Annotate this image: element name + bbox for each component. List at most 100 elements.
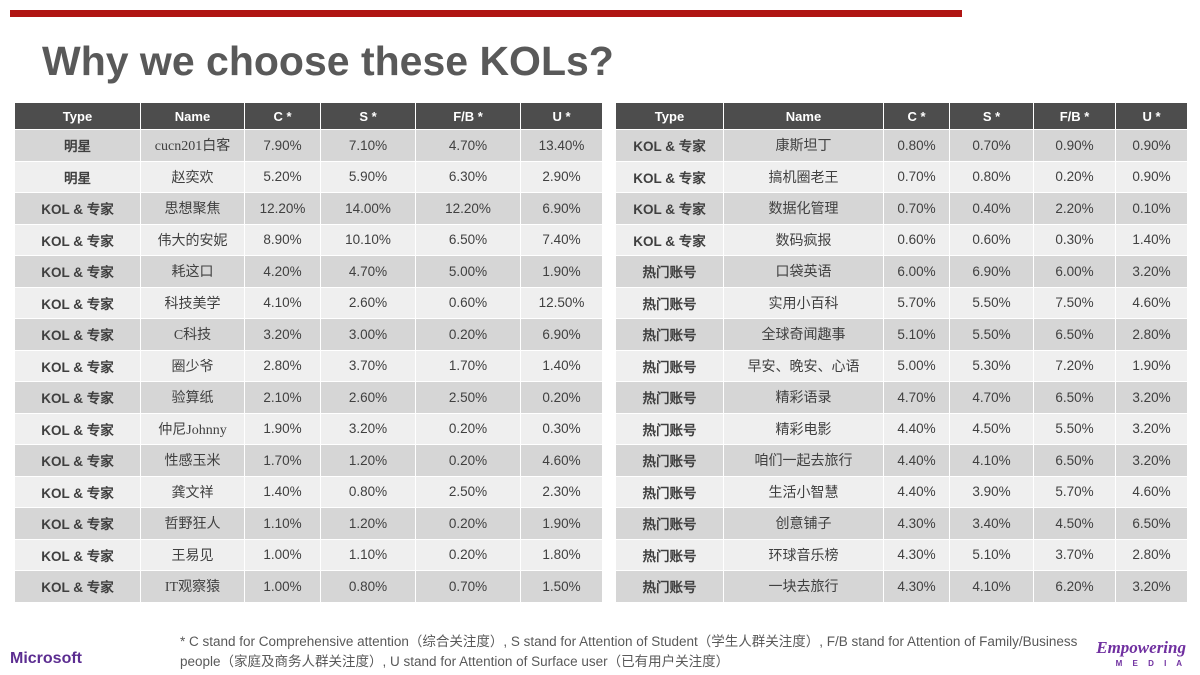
name-cell: 一块去旅行	[723, 570, 884, 603]
value-cell: 1.40%	[244, 475, 321, 508]
type-cell: 热门账号	[615, 412, 724, 445]
value-cell: 4.20%	[244, 255, 321, 288]
type-cell: KOL & 专家	[14, 538, 141, 571]
value-cell: 1.90%	[1115, 349, 1188, 382]
value-cell: 2.90%	[520, 160, 603, 193]
table-row: KOL & 专家 仲尼Johnny 1.90% 3.20% 0.20% 0.30%	[14, 412, 603, 445]
header-cell: Type	[615, 102, 724, 130]
type-cell: KOL & 专家	[14, 286, 141, 319]
name-cell: 耗这口	[140, 255, 245, 288]
kol-table-left: Type Name C * S * F/B * U * 明星 cucn201白客 7.90% 7…	[14, 102, 603, 603]
value-cell: 0.70%	[883, 160, 950, 193]
value-cell: 2.50%	[415, 381, 521, 414]
value-cell: 4.10%	[949, 444, 1034, 477]
type-cell: 热门账号	[615, 318, 724, 351]
type-cell: KOL & 专家	[14, 318, 141, 351]
value-cell: 2.20%	[1033, 192, 1116, 225]
accent-top-bar	[10, 10, 962, 17]
empowering-media-logo: Empowering M E D I A	[1096, 638, 1186, 668]
type-cell: KOL & 专家	[14, 192, 141, 225]
value-cell: 0.60%	[883, 223, 950, 256]
value-cell: 6.90%	[520, 318, 603, 351]
value-cell: 0.30%	[1033, 223, 1116, 256]
header-cell: C *	[883, 102, 950, 130]
type-cell: 明星	[14, 129, 141, 162]
table-row: 热门账号 环球音乐榜 4.30% 5.10% 3.70% 2.80%	[615, 538, 1188, 571]
value-cell: 6.50%	[1115, 507, 1188, 540]
value-cell: 3.00%	[320, 318, 416, 351]
name-cell: 口袋英语	[723, 255, 884, 288]
table-row: 明星 赵奕欢 5.20% 5.90% 6.30% 2.90%	[14, 160, 603, 193]
value-cell: 2.50%	[415, 475, 521, 508]
table-row: 热门账号 早安、晚安、心语 5.00% 5.30% 7.20% 1.90%	[615, 349, 1188, 382]
value-cell: 2.80%	[1115, 538, 1188, 571]
empowering-wordmark: Empowering	[1096, 638, 1186, 657]
header-cell: S *	[949, 102, 1034, 130]
header-cell: Name	[723, 102, 884, 130]
value-cell: 5.00%	[415, 255, 521, 288]
table-row: 热门账号 一块去旅行 4.30% 4.10% 6.20% 3.20%	[615, 570, 1188, 603]
value-cell: 5.10%	[949, 538, 1034, 571]
value-cell: 4.10%	[949, 570, 1034, 603]
value-cell: 0.70%	[415, 570, 521, 603]
value-cell: 4.70%	[949, 381, 1034, 414]
type-cell: 热门账号	[615, 475, 724, 508]
value-cell: 7.40%	[520, 223, 603, 256]
value-cell: 3.70%	[1033, 538, 1116, 571]
value-cell: 6.50%	[1033, 444, 1116, 477]
name-cell: 性感玉米	[140, 444, 245, 477]
table-row: 热门账号 生活小智慧 4.40% 3.90% 5.70% 4.60%	[615, 475, 1188, 508]
kol-table-right: Type Name C * S * F/B * U * KOL & 专家 康斯坦丁 0.80%…	[615, 102, 1188, 603]
type-cell: 明星	[14, 160, 141, 193]
value-cell: 12.20%	[415, 192, 521, 225]
value-cell: 2.80%	[1115, 318, 1188, 351]
name-cell: 全球奇闻趣事	[723, 318, 884, 351]
table-row: 热门账号 实用小百科 5.70% 5.50% 7.50% 4.60%	[615, 286, 1188, 319]
value-cell: 3.70%	[320, 349, 416, 382]
type-cell: 热门账号	[615, 381, 724, 414]
name-cell: 科技美学	[140, 286, 245, 319]
value-cell: 1.40%	[520, 349, 603, 382]
value-cell: 4.30%	[883, 507, 950, 540]
name-cell: 生活小智慧	[723, 475, 884, 508]
footnote-legend: * C stand for Comprehensive attention（综合…	[180, 634, 1078, 669]
value-cell: 4.30%	[883, 538, 950, 571]
value-cell: 4.70%	[883, 381, 950, 414]
value-cell: 5.20%	[244, 160, 321, 193]
name-cell: cucn201白客	[140, 129, 245, 162]
value-cell: 6.50%	[1033, 318, 1116, 351]
table-row: 热门账号 全球奇闻趣事 5.10% 5.50% 6.50% 2.80%	[615, 318, 1188, 351]
value-cell: 3.40%	[949, 507, 1034, 540]
value-cell: 0.20%	[415, 538, 521, 571]
table-row: KOL & 专家 圈少爷 2.80% 3.70% 1.70% 1.40%	[14, 349, 603, 382]
value-cell: 6.00%	[1033, 255, 1116, 288]
type-cell: KOL & 专家	[14, 349, 141, 382]
name-cell: 圈少爷	[140, 349, 245, 382]
value-cell: 5.70%	[883, 286, 950, 319]
table-body: KOL & 专家 康斯坦丁 0.80% 0.70% 0.90% 0.90% KOL & 专家…	[615, 129, 1188, 603]
value-cell: 1.10%	[320, 538, 416, 571]
type-cell: 热门账号	[615, 255, 724, 288]
value-cell: 6.30%	[415, 160, 521, 193]
value-cell: 4.40%	[883, 412, 950, 445]
header-row: Type Name C * S * F/B * U *	[615, 102, 1188, 130]
name-cell: 康斯坦丁	[723, 129, 884, 162]
type-cell: KOL & 专家	[14, 255, 141, 288]
value-cell: 12.50%	[520, 286, 603, 319]
header-row: Type Name C * S * F/B * U *	[14, 102, 603, 130]
value-cell: 0.20%	[415, 412, 521, 445]
type-cell: KOL & 专家	[615, 160, 724, 193]
kol-tables-container: Type Name C * S * F/B * U * 明星 cucn201白客 7.90% 7…	[14, 102, 1188, 603]
value-cell: 3.20%	[1115, 381, 1188, 414]
value-cell: 0.70%	[883, 192, 950, 225]
value-cell: 5.90%	[320, 160, 416, 193]
table-row: KOL & 专家 哲野狂人 1.10% 1.20% 0.20% 1.90%	[14, 507, 603, 540]
table-row: 明星 cucn201白客 7.90% 7.10% 4.70% 13.40%	[14, 129, 603, 162]
name-cell: 赵奕欢	[140, 160, 245, 193]
name-cell: C科技	[140, 318, 245, 351]
value-cell: 0.80%	[320, 475, 416, 508]
name-cell: 精彩电影	[723, 412, 884, 445]
value-cell: 1.10%	[244, 507, 321, 540]
media-wordmark: M E D I A	[1115, 659, 1186, 668]
type-cell: KOL & 专家	[615, 192, 724, 225]
